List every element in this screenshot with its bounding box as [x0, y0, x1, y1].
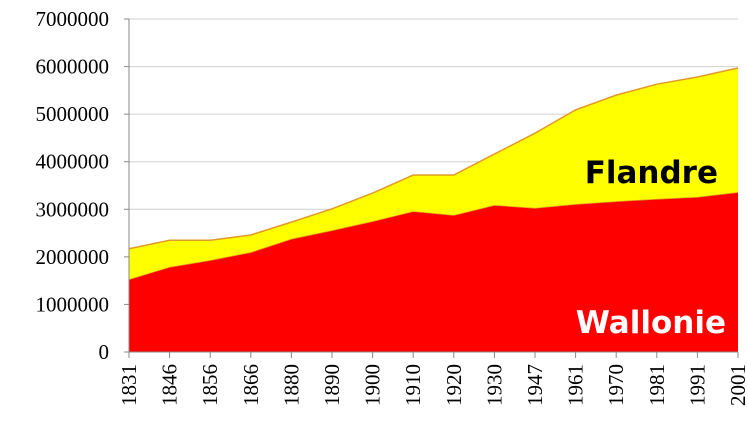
x-tick-label: 1831 [117, 364, 141, 406]
x-tick-label: 1947 [523, 364, 547, 406]
x-tick-label: 1880 [279, 364, 303, 406]
x-tick-label: 1930 [482, 364, 506, 406]
y-tick-label: 2000000 [36, 245, 110, 269]
series-label: Flandre [585, 155, 718, 191]
axes: 0 1000000 2000000 3000000 4000000 5000000 6000… [36, 7, 748, 406]
y-tick-label: 6000000 [36, 55, 110, 79]
x-tick-label: 1961 [564, 364, 588, 406]
x-tick-label: 1910 [401, 364, 425, 406]
series-label: Wallonie [576, 305, 726, 341]
area [129, 67, 738, 280]
x-tick-label: 1900 [361, 364, 385, 406]
y-tick-label: 4000000 [36, 150, 110, 174]
x-tick-label: 1981 [645, 364, 669, 406]
area-edge [128, 67, 739, 250]
x-tick-label: 1920 [442, 364, 466, 406]
area [129, 192, 738, 352]
x-tick-label: 1866 [239, 364, 263, 406]
y-tick-label: 7000000 [36, 7, 110, 31]
x-tick-label: 1890 [320, 364, 344, 406]
x-tick-label: 1856 [198, 364, 222, 406]
x-tick-label: 1846 [158, 364, 182, 406]
y-tick-label: 1000000 [36, 292, 110, 316]
x-tick-label: 1970 [604, 364, 628, 406]
x-tick-label: 1991 [685, 364, 709, 406]
areas [128, 67, 739, 352]
y-tick-label: 3000000 [36, 197, 110, 221]
y-tick-label: 0 [99, 340, 110, 364]
x-tick-label: 2001 [726, 364, 748, 406]
y-tick-label: 5000000 [36, 102, 110, 126]
